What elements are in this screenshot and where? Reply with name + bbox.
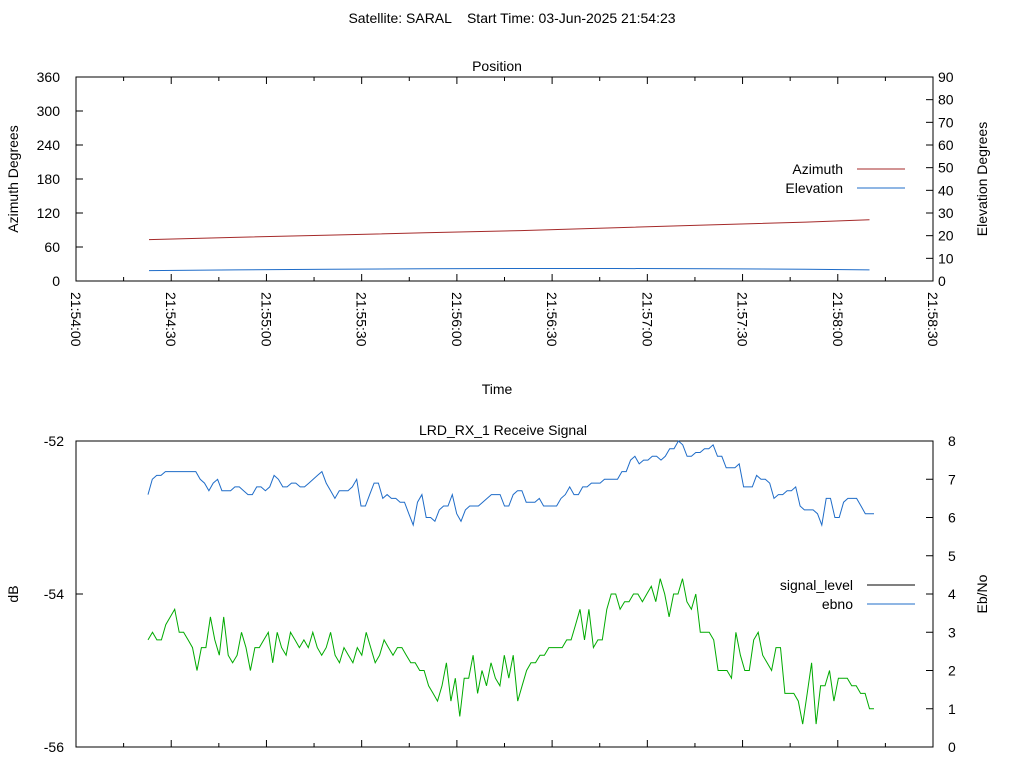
position-y-tick-label: 240 (37, 137, 61, 153)
azimuth-line (148, 219, 870, 241)
signal-ylabel: dB (5, 585, 21, 602)
signal-series (147, 440, 874, 725)
position-y2-tick-label: 10 (938, 250, 954, 266)
position-y-tick-label: 360 (37, 69, 61, 85)
legend-ebno-label: ebno (822, 596, 853, 612)
position-x-tick-label: 21:55:30 (354, 292, 370, 347)
legend-elevation-label: Elevation (785, 180, 843, 196)
position-y2-tick-label: 70 (938, 114, 954, 130)
signal-y2-tick-label: 0 (948, 739, 956, 755)
signal-y2-tick-label: 8 (948, 433, 956, 449)
signal-y2label: Eb/No (974, 574, 990, 613)
signal-y-tick-label: -54 (44, 586, 64, 602)
signal-y2-tick-label: 2 (948, 663, 956, 679)
position-chart: Position Azimuth Degrees Elevation Degre… (5, 58, 990, 397)
signal-y2-tick-label: 4 (948, 586, 956, 602)
position-y2-tick-label: 0 (938, 273, 946, 289)
position-x-tick-label: 21:54:30 (163, 292, 179, 347)
position-x-tick-label: 21:56:00 (449, 292, 465, 347)
signal-y-tick-label: -56 (44, 739, 64, 755)
signal-y2-tick-label: 6 (948, 510, 956, 526)
position-y2-ticks: 0 10 20 30 40 50 60 70 80 90 (926, 69, 954, 289)
position-y-tick-label: 0 (52, 273, 60, 289)
signal-level-line (147, 578, 874, 725)
signal-y2-tick-label: 3 (948, 624, 956, 640)
signal-y2-tick-label: 1 (948, 701, 956, 717)
position-y-tick-label: 60 (44, 239, 60, 255)
position-y-tick-label: 120 (37, 205, 61, 221)
position-legend: Azimuth Elevation (785, 161, 905, 196)
legend-signal-level-label: signal_level (780, 577, 853, 593)
signal-y-tick-label: -52 (44, 433, 64, 449)
signal-plot-frame (75, 440, 934, 748)
position-series (148, 219, 870, 272)
signal-x-ticks (75, 740, 934, 747)
position-x-tick-label: 21:54:00 (68, 292, 84, 347)
position-x-tick-label: 21:56:30 (544, 292, 560, 347)
position-y-tick-label: 300 (37, 103, 61, 119)
position-y2-tick-label: 20 (938, 228, 954, 244)
position-y2-tick-label: 30 (938, 205, 954, 221)
figure-title: Satellite: SARAL Start Time: 03-Jun-2025… (348, 10, 675, 26)
position-xlabel: Time (482, 381, 513, 397)
elevation-line (148, 268, 870, 272)
signal-y-ticks: -56 -54 -52 (44, 433, 83, 755)
signal-title: LRD_RX_1 Receive Signal (419, 422, 587, 438)
position-x-tick-label: 21:57:00 (639, 292, 655, 347)
position-y-ticks: 0 60 120 180 240 300 360 (37, 69, 83, 289)
ebno-line (147, 440, 874, 528)
position-y2-tick-label: 90 (938, 69, 954, 85)
position-title: Position (472, 58, 522, 74)
position-x-tick-label: 21:55:00 (258, 292, 274, 347)
position-y2-tick-label: 50 (938, 160, 954, 176)
position-y-tick-label: 180 (37, 171, 61, 187)
position-y2-tick-label: 80 (938, 92, 954, 108)
signal-y2-tick-label: 7 (948, 471, 956, 487)
position-ylabel: Azimuth Degrees (5, 125, 21, 232)
position-x-tick-label: 21:57:30 (735, 292, 751, 347)
position-x-tick-label: 21:58:30 (925, 292, 941, 347)
signal-legend: signal_level ebno (780, 577, 915, 612)
signal-chart: LRD_RX_1 Receive Signal dB Eb/No -56-54-… (5, 422, 990, 755)
position-y2label: Elevation Degrees (974, 122, 990, 236)
signal-y2-ticks: 0 1 2 3 4 5 6 7 8 (926, 433, 956, 755)
position-y2-tick-label: 40 (938, 182, 954, 198)
legend-azimuth-label: Azimuth (792, 161, 843, 177)
position-y2-tick-label: 60 (938, 137, 954, 153)
position-plot-frame (75, 76, 934, 282)
position-x-tick-label: 21:58:00 (830, 292, 846, 347)
position-x-ticks: 21:54:00 21:54:30 21:55:00 21:55:30 21:56:00… (68, 77, 941, 347)
signal-y2-tick-label: 5 (948, 548, 956, 564)
